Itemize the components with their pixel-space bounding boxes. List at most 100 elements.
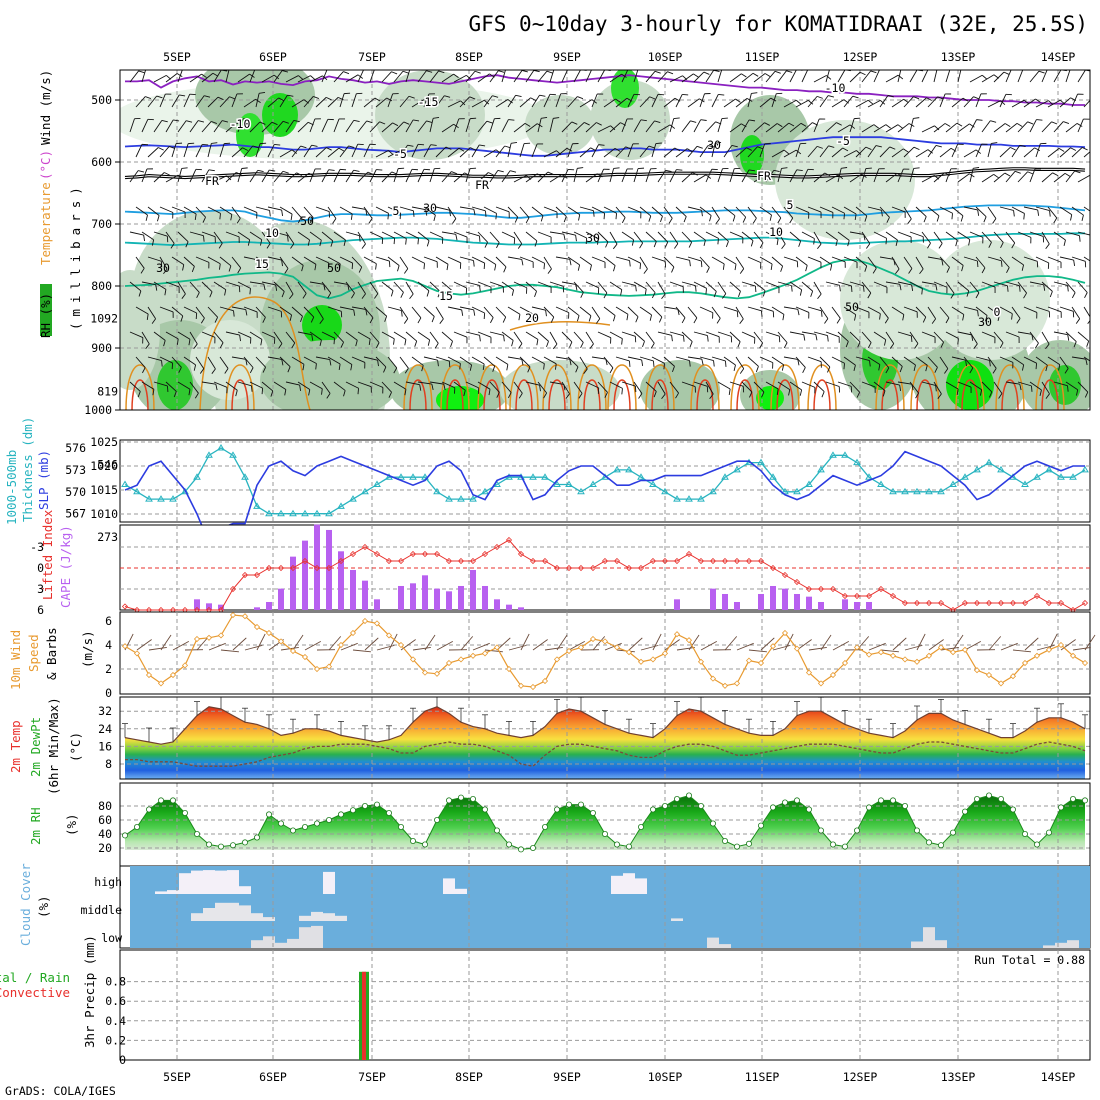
wind10m-point-64	[889, 652, 897, 659]
cape-bar-46	[674, 599, 680, 610]
upper-barb-47-1	[699, 93, 705, 108]
upper-barb-4-0	[177, 70, 183, 83]
upper-barb-13-8	[285, 281, 294, 295]
thickness-point	[865, 473, 873, 480]
upper-barb-14-2	[297, 122, 309, 133]
upper-barb-flag-74-11	[1035, 363, 1038, 370]
li-line	[124, 539, 1086, 611]
upper-barb-45-12	[669, 381, 679, 394]
upper-barb-49-7	[723, 256, 737, 265]
wind10m-point-49	[709, 675, 717, 682]
upper-barb-4-12	[177, 381, 191, 390]
upper-barb-40-11	[615, 356, 630, 362]
upper-barb-flag-10-4	[257, 169, 264, 173]
upper-barb-31-4	[501, 170, 511, 183]
li-point-20	[361, 543, 369, 551]
upper-barb-flag-64-0	[901, 67, 907, 68]
upper-barb-78-6	[1065, 231, 1080, 237]
upper-barb-flag-4-2	[186, 120, 193, 123]
upper-barb-16-3	[327, 147, 340, 158]
upper-barb-41-9	[627, 306, 639, 318]
upper-barb-7-3	[219, 143, 225, 158]
upper-barb-19-1	[363, 97, 376, 108]
label-p1-degc: (°C)	[38, 150, 53, 180]
upper-barb-flag-4-6	[185, 241, 189, 248]
upper-barb-57-6	[813, 231, 822, 245]
upper-barb-flag-40-9	[626, 314, 629, 321]
upper-barb-65-8	[909, 281, 923, 289]
wind10m-point-66	[913, 658, 921, 665]
upper-barb-flag-24-6	[426, 240, 430, 247]
upper-barb-10-0	[249, 70, 256, 83]
rh2m-fill	[125, 795, 1085, 850]
upper-barb-37-7	[579, 256, 592, 266]
upper-barb-31-11	[507, 356, 522, 360]
upper-barb-flag-0-5	[145, 214, 148, 221]
upper-barb-23-12	[405, 381, 420, 386]
cloud-low-78	[1055, 942, 1067, 948]
isotherm-label-12: 15	[255, 257, 269, 271]
upper-barb-32-4	[513, 175, 527, 183]
upper-barb-9-10	[237, 331, 251, 339]
rh-label-3: 30	[156, 261, 170, 275]
upper-barb-48-6	[705, 231, 719, 239]
upper-barb-flag-15-0	[322, 75, 328, 81]
rh2m-point-23	[397, 824, 404, 831]
upper-barb-45-9	[675, 306, 686, 318]
upper-barb-1-9	[147, 306, 156, 319]
thickness-point	[793, 487, 801, 495]
upper-barb-flag-66-7	[941, 259, 944, 266]
slp-tick-1020: 1020	[90, 459, 118, 473]
upper-barb-flag-79-7	[1095, 265, 1096, 271]
upper-barb-72-12	[993, 381, 1003, 394]
cloud-low-12	[263, 936, 275, 948]
upper-barb-10-9	[255, 306, 266, 318]
upper-barb-16-10	[321, 331, 335, 339]
upper-barb-52-5	[759, 206, 772, 216]
upper-barb-flag-63-3	[903, 148, 909, 153]
upper-barb-flag-40-10	[621, 338, 623, 345]
upper-barb-75-10	[1029, 331, 1039, 344]
upper-barb-60-1	[855, 99, 869, 108]
li-point-17	[325, 564, 333, 572]
upper-barb-flag-73-7	[1021, 264, 1024, 271]
upper-barb-flag-22-0	[402, 70, 409, 74]
upper-barb-58-4	[825, 174, 839, 183]
upper-barb-70-0	[969, 74, 983, 83]
upper-barb-flag-29-11	[492, 365, 496, 372]
wind10m-point-35	[541, 677, 549, 685]
upper-barb-55-6	[789, 231, 801, 242]
upper-barb-58-5	[831, 206, 845, 214]
upper-barb-58-8	[825, 281, 840, 286]
rh-label-6: 50	[845, 300, 859, 314]
rh2m-point-77	[1046, 829, 1053, 836]
upper-barb-65-3	[915, 149, 929, 158]
upper-barb-flag-26-6	[455, 234, 458, 241]
upper-barb-flag-22-6	[405, 238, 407, 245]
upper-barb-35-0	[549, 70, 555, 83]
rh2m-point-8	[217, 843, 224, 850]
upper-barb-29-5	[483, 206, 497, 214]
upper-barb-23-4	[405, 169, 413, 183]
upper-barb-52-1	[759, 97, 772, 108]
upper-barb-flag-14-1	[313, 96, 320, 99]
upper-barb-flag-41-8	[635, 285, 637, 292]
upper-barb-24-1	[423, 93, 430, 108]
cloud-low-14	[287, 938, 299, 948]
upper-barb-flag-30-0	[498, 70, 505, 73]
upper-barb-flag-33-7	[543, 263, 545, 270]
cape-bar-51	[734, 601, 740, 610]
upper-barb-18-9	[351, 306, 366, 310]
precip-panel: 0.80.60.40.20 Run Total = 0.88 5SEP 6SEP 7…	[105, 949, 1091, 1084]
upper-barb-22-1	[399, 95, 410, 108]
isotherm-arch-20-15	[910, 364, 940, 410]
upper-barb-77-11	[1059, 356, 1069, 369]
upper-barb-10-10	[249, 331, 263, 340]
upper-barb-47-8	[693, 281, 707, 289]
li-point-35	[541, 557, 549, 565]
upper-barb-52-11	[759, 356, 774, 364]
upper-barb-flag-46-10	[689, 341, 693, 348]
upper-barb-53-8	[765, 281, 780, 288]
upper-barb-2-12	[153, 381, 168, 387]
upper-barb-17-11	[339, 356, 353, 365]
